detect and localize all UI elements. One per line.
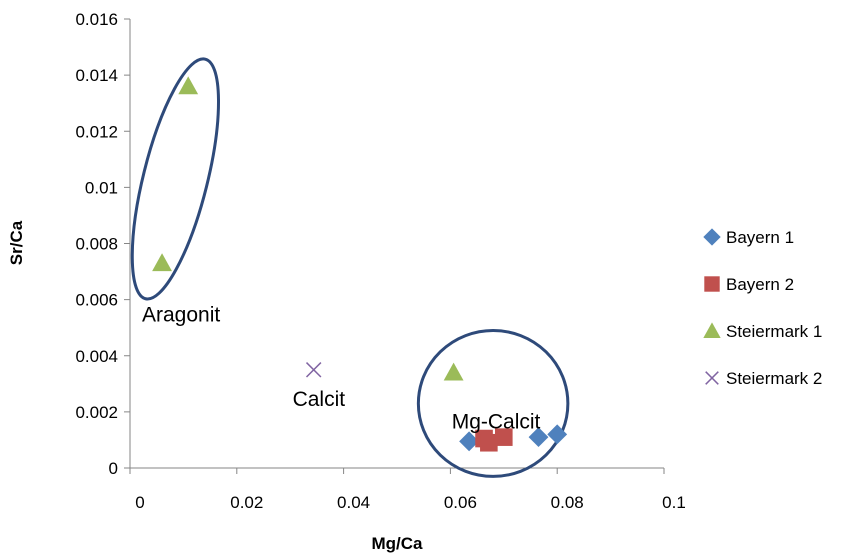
x-tick-label: 0.08 bbox=[551, 493, 584, 512]
x-tick-label: 0.1 bbox=[662, 493, 686, 512]
y-axis-title: Sr/Ca bbox=[7, 220, 26, 265]
legend-marker-steiermark-1 bbox=[703, 322, 721, 338]
annotation-label: Aragonit bbox=[142, 304, 220, 327]
annotations: Aragonit Calcit Mg-Calcit bbox=[142, 304, 541, 434]
data-points bbox=[152, 76, 568, 452]
x-tick-label: 0.06 bbox=[444, 493, 477, 512]
legend-label: Steiermark 1 bbox=[726, 322, 822, 341]
y-tick-label: 0.006 bbox=[75, 291, 118, 310]
legend-label: Steiermark 2 bbox=[726, 369, 822, 388]
data-point-steiermark-1 bbox=[178, 76, 199, 95]
x-tick-label: 0.04 bbox=[337, 493, 370, 512]
legend-label: Bayern 2 bbox=[726, 275, 794, 294]
data-point-bayern-2 bbox=[480, 433, 498, 452]
y-tick-label: 0.002 bbox=[75, 403, 118, 422]
y-tick-label: 0.014 bbox=[75, 66, 118, 85]
data-point-bayern-2 bbox=[495, 428, 513, 446]
data-point-steiermark-1 bbox=[152, 253, 172, 272]
y-tick-label: 0.01 bbox=[85, 178, 118, 197]
legend-marker-steiermark-2 bbox=[705, 371, 719, 385]
x-tick-label: 0 bbox=[135, 493, 144, 512]
data-point-steiermark-1 bbox=[443, 362, 464, 381]
legend-marker-bayern-1 bbox=[703, 228, 721, 246]
legend-marker-bayern-2 bbox=[704, 276, 720, 292]
y-tick-label: 0.016 bbox=[75, 10, 118, 29]
grouping-ellipse-mg-calcit bbox=[416, 328, 570, 478]
y-tick-label: 0.008 bbox=[75, 235, 118, 254]
data-point-bayern-1 bbox=[459, 431, 480, 452]
legend: Bayern 1 Bayern 2 Steiermark 1 Steiermark 2 bbox=[703, 228, 822, 388]
legend-label: Bayern 1 bbox=[726, 228, 794, 247]
ellipses bbox=[130, 57, 570, 478]
annotation-label: Mg-Calcit bbox=[452, 410, 541, 433]
y-tick-label: 0.004 bbox=[75, 347, 118, 366]
x-axis-title: Mg/Ca bbox=[372, 534, 424, 553]
annotation-label: Calcit bbox=[293, 388, 346, 411]
grouping-ellipse-aragonit bbox=[130, 57, 221, 301]
y-tick-label: 0.012 bbox=[75, 122, 118, 141]
data-point-bayern-1 bbox=[528, 427, 549, 448]
y-tick-label: 0 bbox=[109, 459, 118, 478]
axes: 0 0.002 0.004 0.006 0.008 0.01 0.012 0.014 0.016… bbox=[75, 10, 685, 512]
x-tick-label: 0.02 bbox=[230, 493, 263, 512]
data-point-bayern-1 bbox=[547, 424, 568, 445]
data-point-steiermark-2 bbox=[305, 362, 322, 378]
